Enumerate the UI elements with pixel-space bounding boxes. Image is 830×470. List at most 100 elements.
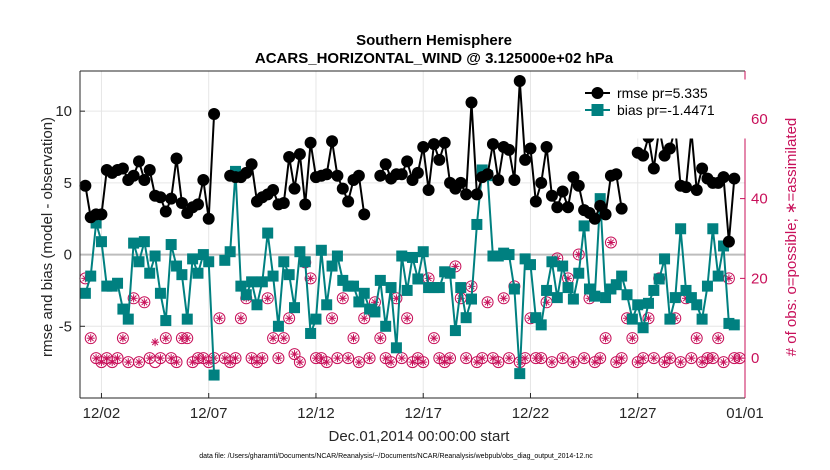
rmse-point: [240, 166, 253, 179]
obs-assimilated-marker: [429, 334, 438, 343]
obs-assimilated-marker: [269, 334, 278, 343]
rmse-point: [524, 142, 537, 155]
obs-assimilated-marker: [215, 314, 224, 323]
obs-possible-marker: [84, 332, 97, 345]
obs-assimilated-marker: [295, 358, 304, 367]
bias-point: [321, 299, 333, 311]
obs-assimilated-marker: [258, 354, 267, 363]
y-tick-label-right: 20: [751, 270, 768, 287]
bias-point: [519, 253, 531, 265]
obs-assimilated-marker: [403, 314, 412, 323]
data-file-footer: data file: /Users/gharamti/Documents/NCA…: [199, 453, 593, 460]
asterisk-stroke: [366, 354, 373, 362]
legend-rmse-marker: [591, 87, 604, 99]
obs-assimilated-marker: [558, 354, 567, 363]
rmse-point: [417, 141, 430, 154]
bias-point: [637, 322, 649, 334]
rmse-point: [588, 212, 601, 225]
obs-possible-marker: [497, 292, 510, 305]
x-tick-label: 12/22: [512, 405, 550, 422]
rmse-point: [556, 185, 569, 198]
rmse-point: [680, 181, 693, 194]
legend: rmse pr=5.335 bias pr=-1.4471: [580, 79, 746, 139]
bias-point: [465, 293, 477, 305]
asterisk-stroke: [119, 335, 127, 342]
rmse-point: [267, 184, 280, 197]
bias-point: [455, 282, 467, 294]
obs-assimilated-marker: [108, 358, 117, 367]
obs-assimilated-marker: [617, 354, 626, 363]
legend-rmse-label: rmse pr=5.335: [617, 85, 708, 101]
bias-point: [171, 260, 183, 272]
bias-point: [149, 250, 161, 262]
asterisk-stroke: [559, 354, 566, 362]
bias-point: [224, 246, 236, 258]
asterisk-stroke: [355, 358, 363, 366]
bias-point: [219, 254, 231, 266]
obs-assimilated-marker: [687, 354, 696, 363]
obs-assimilated-marker: [628, 334, 637, 343]
x-tick-label: 12/02: [83, 405, 121, 422]
obs-possible-marker: [626, 332, 639, 345]
asterisk-stroke: [189, 358, 196, 366]
bias-point: [567, 293, 579, 305]
rmse-point: [197, 174, 210, 186]
asterisk-stroke: [259, 354, 266, 362]
obs-possible-marker: [604, 236, 617, 249]
obs-possible-marker: [293, 356, 306, 369]
obs-assimilated-marker: [665, 354, 674, 363]
obs-possible-marker: [116, 332, 129, 345]
rmse-point: [374, 169, 387, 182]
obs-possible-marker: [567, 356, 580, 369]
y-tick-label-left: -5: [59, 318, 72, 335]
rmse-point: [159, 205, 172, 218]
obs-possible-marker: [599, 332, 612, 345]
rmse-point: [395, 168, 408, 181]
asterisk-stroke: [382, 354, 389, 362]
bias-point: [642, 297, 654, 309]
obs-possible-marker: [342, 352, 355, 365]
obs-assimilated-marker: [660, 358, 669, 367]
bias-point: [444, 267, 456, 279]
bias-point: [95, 236, 107, 248]
asterisk-stroke: [184, 335, 191, 342]
bias-point: [240, 289, 252, 301]
rmse-series: [79, 75, 741, 248]
obs-possible-marker: [674, 356, 687, 369]
asterisk-stroke: [98, 358, 105, 366]
bias-point: [353, 296, 365, 308]
asterisk-stroke: [350, 335, 357, 342]
obs-possible-marker: [352, 356, 365, 369]
rmse-point: [454, 176, 467, 189]
asterisk-stroke: [500, 295, 507, 302]
x-tick-label: 12/27: [619, 405, 657, 422]
asterisk-stroke: [285, 315, 293, 322]
obs-assimilated-marker: [118, 334, 127, 343]
rmse-point: [79, 179, 92, 192]
obs-assimilated-marker: [290, 350, 299, 359]
bias-point: [626, 313, 638, 325]
bias-point: [203, 256, 215, 268]
obs-assimilated-marker: [306, 274, 315, 283]
asterisk-stroke: [538, 354, 545, 362]
bias-point: [551, 292, 563, 304]
bias-point: [701, 280, 713, 292]
rmse-point: [508, 174, 521, 186]
obs-assimilated-marker: [547, 358, 556, 367]
rmse-point: [165, 192, 178, 205]
obs-assimilated-marker: [231, 354, 240, 363]
asterisk-stroke: [666, 354, 674, 362]
rmse-point: [116, 162, 129, 175]
bias-point: [691, 299, 703, 311]
bias-point: [407, 251, 418, 263]
bias-point: [348, 280, 360, 292]
x-tick-label: 12/12: [297, 405, 335, 422]
asterisk-stroke: [334, 354, 341, 362]
asterisk-stroke: [323, 358, 330, 366]
x-tick-label: 01/01: [726, 405, 764, 422]
bias-point: [289, 302, 301, 314]
asterisk-stroke: [446, 354, 454, 362]
rmse-point: [663, 142, 676, 155]
obs-assimilated-marker: [397, 354, 406, 363]
